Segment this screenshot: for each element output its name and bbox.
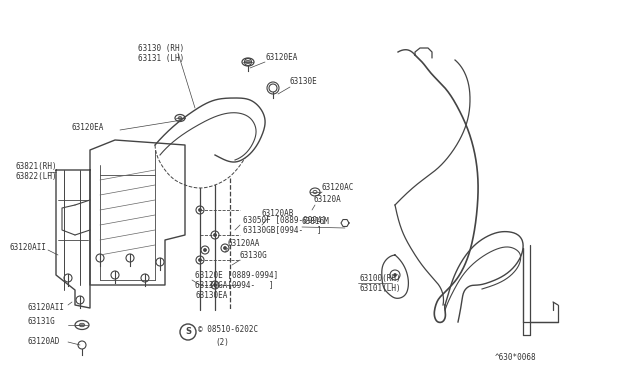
Text: 63120AA: 63120AA [228,238,260,247]
Text: 63131G: 63131G [28,317,56,327]
Ellipse shape [79,323,85,327]
Text: 63120A: 63120A [313,196,340,205]
Text: 63120AD: 63120AD [28,337,60,346]
Text: 63130 (RH): 63130 (RH) [138,44,184,52]
Text: 63120AII: 63120AII [10,243,47,251]
Circle shape [199,259,201,261]
Text: 63120AB: 63120AB [262,208,294,218]
Text: 63131 (LH): 63131 (LH) [138,54,184,62]
Text: 63821(RH): 63821(RH) [15,163,56,171]
Circle shape [214,284,216,286]
Text: 63120EA: 63120EA [265,52,298,61]
Text: 63130GA[0994-   ]: 63130GA[0994- ] [195,280,274,289]
Ellipse shape [246,60,250,64]
Text: (2): (2) [215,337,229,346]
Text: 63130EA: 63130EA [195,291,227,299]
Text: 63100(RH): 63100(RH) [360,273,402,282]
Text: 63120AC: 63120AC [322,183,355,192]
Text: 63130G: 63130G [240,250,268,260]
Text: © 08510-6202C: © 08510-6202C [198,326,258,334]
Text: 63822(LH): 63822(LH) [15,173,56,182]
Circle shape [199,209,201,211]
Text: 63120E [0889-0994]: 63120E [0889-0994] [195,270,278,279]
Circle shape [204,249,206,251]
Ellipse shape [178,116,182,119]
Text: 63130GB[0994-   ]: 63130GB[0994- ] [243,225,322,234]
Text: 63130E: 63130E [290,77,317,87]
Text: 63816M: 63816M [302,218,330,227]
Text: ^630*0068: ^630*0068 [495,353,536,362]
Text: 63120AII: 63120AII [28,304,65,312]
Circle shape [394,274,396,276]
Text: S: S [185,327,191,337]
Circle shape [224,247,226,249]
Text: 63101(LH): 63101(LH) [360,283,402,292]
Text: 63120EA: 63120EA [72,122,104,131]
Circle shape [214,234,216,236]
Text: 63050F [0889-0994]: 63050F [0889-0994] [243,215,326,224]
